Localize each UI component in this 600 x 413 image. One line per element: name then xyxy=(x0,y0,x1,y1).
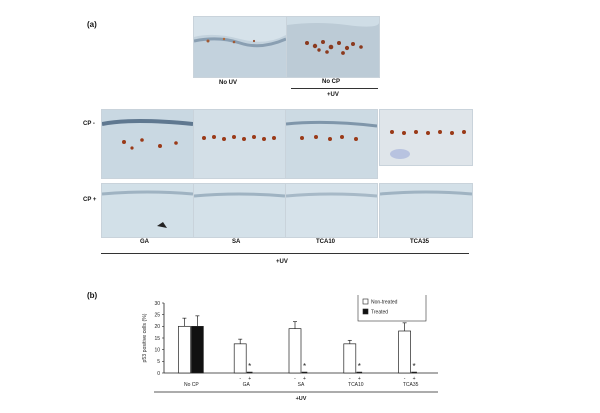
micrograph-cp-plus-tca35 xyxy=(379,183,473,238)
micrograph-cp-plus-tca10 xyxy=(285,183,378,238)
panel-a-label: (a) xyxy=(87,20,97,29)
micrograph-no-cp xyxy=(286,16,380,78)
y-tick-label: 20 xyxy=(154,324,160,330)
sub-label-plus: + xyxy=(358,376,361,382)
label-no-uv: No UV xyxy=(219,80,237,86)
top-uv-line xyxy=(291,88,378,89)
bar-treated xyxy=(246,371,253,374)
group-label: SA xyxy=(298,382,305,388)
group-label: GA xyxy=(243,382,251,388)
sub-label-minus: - xyxy=(239,376,241,382)
micrograph-no-uv xyxy=(193,16,287,78)
sub-label-plus: + xyxy=(413,376,416,382)
sub-label-plus: + xyxy=(303,376,306,382)
micrograph-cp-plus-ga xyxy=(101,183,194,238)
significance-star: * xyxy=(413,362,416,371)
group-label: TCA35 xyxy=(403,382,419,388)
sub-label-plus: + xyxy=(248,376,251,382)
micrograph-cp-plus-sa xyxy=(193,183,286,238)
bar-treated xyxy=(191,326,204,374)
label-no-cp: No CP xyxy=(322,79,340,85)
bottom-uv-line xyxy=(101,253,469,254)
bar-non-treated xyxy=(288,328,302,374)
column-label-tca10: TCA10 xyxy=(316,239,336,245)
column-label-ga: GA xyxy=(140,239,149,245)
y-axis-title: p53 positive cells (%) xyxy=(142,313,148,362)
group-label: TCA10 xyxy=(348,382,364,388)
legend-swatch-non-treated xyxy=(362,298,369,305)
label-bottom-uv: +UV xyxy=(276,259,288,265)
bar-treated xyxy=(356,371,363,374)
column-label-sa: SA xyxy=(232,239,241,245)
row-label-cp-minus: CP - xyxy=(83,121,95,127)
label-top-uv: +UV xyxy=(327,92,339,98)
bar-non-treated xyxy=(398,330,411,374)
sub-label-minus: - xyxy=(404,376,406,382)
column-label-tca35: TCA35 xyxy=(410,239,430,245)
y-tick-label: 5 xyxy=(157,359,160,365)
chart-uv-label: +UV xyxy=(296,396,307,402)
y-tick-label: 10 xyxy=(154,347,160,353)
micrograph-cp-minus-ga xyxy=(101,109,194,179)
bar-non-treated xyxy=(233,343,247,374)
legend-label-non-treated: Non-treated xyxy=(371,300,398,306)
group-label: No CP xyxy=(184,382,199,388)
significance-star: * xyxy=(358,362,361,371)
bar-treated xyxy=(301,371,308,374)
sub-label-minus: - xyxy=(349,376,351,382)
bar-non-treated xyxy=(343,343,357,374)
significance-star: * xyxy=(248,362,251,371)
y-tick-label: 30 xyxy=(154,301,160,307)
legend-label-treated: Treated xyxy=(371,310,388,316)
row-label-cp-plus: CP + xyxy=(83,197,97,203)
y-tick-label: 25 xyxy=(154,312,160,318)
bar-non-treated xyxy=(178,325,191,374)
legend-swatch-treated xyxy=(362,308,369,315)
micrograph-cp-minus-tca10 xyxy=(285,109,378,179)
bar-treated xyxy=(411,371,417,374)
legend-box xyxy=(357,295,427,322)
micrograph-cp-minus-sa xyxy=(193,109,286,179)
micrograph-cp-minus-tca35 xyxy=(379,109,473,166)
sub-label-minus: - xyxy=(294,376,296,382)
y-tick-label: 15 xyxy=(154,336,160,342)
significance-star: * xyxy=(303,362,306,371)
panel-b-label: (b) xyxy=(87,291,98,300)
y-tick-label: 0 xyxy=(157,371,160,377)
p53-bar-chart: 0 5 10 15 20 25 30 p53 positive cells (%) No CP *… xyxy=(142,295,438,402)
